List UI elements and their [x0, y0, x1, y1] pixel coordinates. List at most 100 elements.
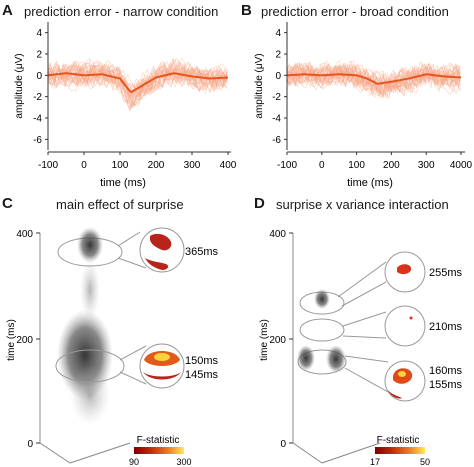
panel-c: 400 200 0 time (ms) 365ms 150ms 145ms F-… [6, 227, 219, 467]
trace-line [48, 57, 228, 96]
panel-d-connector-3 [342, 311, 387, 327]
x-tick-label: 400 [220, 160, 237, 171]
panel-b-title: prediction error - broad condition [261, 4, 449, 19]
y-tick-label: -2 [33, 92, 42, 103]
panel-b-xlabel: time (ms) [347, 177, 393, 189]
y-tick-label: 4 [36, 28, 42, 39]
panel-c-topo-150-arc [143, 372, 181, 380]
trace-line [48, 60, 228, 105]
trace-line [48, 62, 228, 100]
trace-line [287, 63, 461, 97]
trace-line [48, 60, 228, 98]
x-tick-label: 300 [418, 160, 435, 171]
panel-d-head-outline-210 [299, 318, 345, 342]
trace-line [48, 64, 228, 99]
panel-a-letter: A [2, 2, 13, 19]
panel-d-label-160ms: 160ms [429, 365, 463, 377]
panel-d-connector-2 [341, 281, 387, 307]
panel-c-ylabel: time (ms) [6, 319, 17, 361]
panel-c-cbar-title: F-statistic [137, 435, 180, 446]
panel-d-connector-4 [342, 335, 387, 339]
y-tick-label: 4 [275, 28, 281, 39]
panel-d-label-210ms: 210ms [429, 321, 463, 333]
y-tick-label: -4 [272, 114, 281, 125]
trace-line [287, 62, 461, 100]
panel-d-floor-axis-1 [292, 442, 323, 464]
trace-line [287, 63, 461, 97]
panel-c-ztick-400: 400 [16, 229, 33, 240]
panel-c-blob-lower-trail [70, 365, 110, 425]
trace-line [287, 63, 461, 94]
y-tick-label: -6 [33, 135, 42, 146]
panel-c-cbar-min: 90 [129, 457, 139, 467]
panel-c-cbar-max: 300 [176, 457, 191, 467]
x-tick-label: 200 [148, 160, 165, 171]
trace-line [287, 61, 461, 91]
panel-c-label-145ms: 145ms [185, 369, 219, 381]
trace-line [48, 63, 228, 109]
trace-line [287, 66, 461, 99]
panel-d-floor-axis-2 [321, 442, 381, 464]
panel-c-connector-2 [117, 257, 147, 269]
panel-d-topo-210 [384, 305, 426, 347]
panel-d-topo-160-peak [398, 371, 406, 377]
panel-a-xlabel: time (ms) [100, 177, 146, 189]
trace-line [287, 61, 461, 94]
trace-line [287, 64, 461, 92]
trace-line [48, 59, 228, 110]
trace-line [287, 63, 461, 98]
panel-d-ztick-200: 200 [269, 335, 286, 346]
x-tick-label: -100 [277, 160, 297, 171]
panel-a-traces [48, 57, 228, 113]
panel-d-label-255ms: 255ms [429, 267, 463, 279]
panel-d-ylabel: time (ms) [259, 319, 270, 361]
panel-d-topo-160-edge [388, 390, 402, 399]
panel-d-connector-6 [344, 367, 389, 393]
panel-a-x-ticks: -100 0 100 200 300 400 [38, 152, 237, 171]
trace-line [48, 60, 228, 98]
panel-c-connector-1 [117, 231, 141, 247]
x-tick-label: -100 [38, 160, 58, 171]
y-tick-label: -2 [272, 92, 281, 103]
panel-b-x-ticks: -100 0 100 200 300 4000 [277, 152, 473, 171]
trace-line [48, 62, 228, 97]
x-tick-label: 4000 [450, 160, 473, 171]
x-tick-label: 300 [184, 160, 201, 171]
panel-d-ztick-400: 400 [269, 229, 286, 240]
panel-c-connector-4 [119, 371, 147, 385]
trace-line [287, 64, 461, 97]
panel-d-topo-210-dot [409, 316, 413, 320]
panel-c-label-150ms: 150ms [185, 355, 219, 367]
panel-b-y-ticks: 4 2 0 -2 -4 -6 [272, 28, 287, 146]
x-tick-label: 100 [348, 160, 365, 171]
panel-d-blob-255 [314, 289, 330, 309]
trace-line [48, 57, 228, 109]
trace-line [287, 65, 461, 96]
panel-a-title: prediction error - narrow condition [24, 4, 219, 19]
panel-c-topo-365-cluster-bottom [145, 258, 169, 270]
panel-c-blob-upper [77, 227, 103, 263]
panel-d-connector-5 [344, 355, 389, 363]
trace-line [48, 60, 228, 97]
trace-line [48, 63, 228, 110]
y-tick-label: 0 [36, 71, 42, 82]
panel-d-colorbar [375, 447, 425, 454]
panel-d-blob-160-right [326, 345, 346, 373]
panel-c-connector-3 [119, 345, 147, 361]
panel-b-mean-line [286, 73, 462, 85]
panel-c-topo-365-cluster-top [150, 233, 172, 251]
trace-line [287, 61, 461, 95]
panel-c-blob-trail [80, 260, 100, 320]
panel-c-ztick-200: 200 [16, 335, 33, 346]
panel-d-title: surprise x variance interaction [276, 197, 449, 212]
panel-b-traces [287, 59, 461, 100]
trace-line [48, 57, 228, 98]
x-tick-label: 100 [112, 160, 129, 171]
trace-line [287, 64, 461, 98]
x-tick-label: 200 [383, 160, 400, 171]
panel-b-letter: B [241, 2, 252, 19]
trace-line [287, 63, 461, 99]
panel-a-y-ticks: 4 2 0 -2 -4 -6 [33, 28, 48, 146]
y-tick-label: 2 [275, 50, 281, 61]
panel-c-label-365ms: 365ms [185, 246, 219, 258]
